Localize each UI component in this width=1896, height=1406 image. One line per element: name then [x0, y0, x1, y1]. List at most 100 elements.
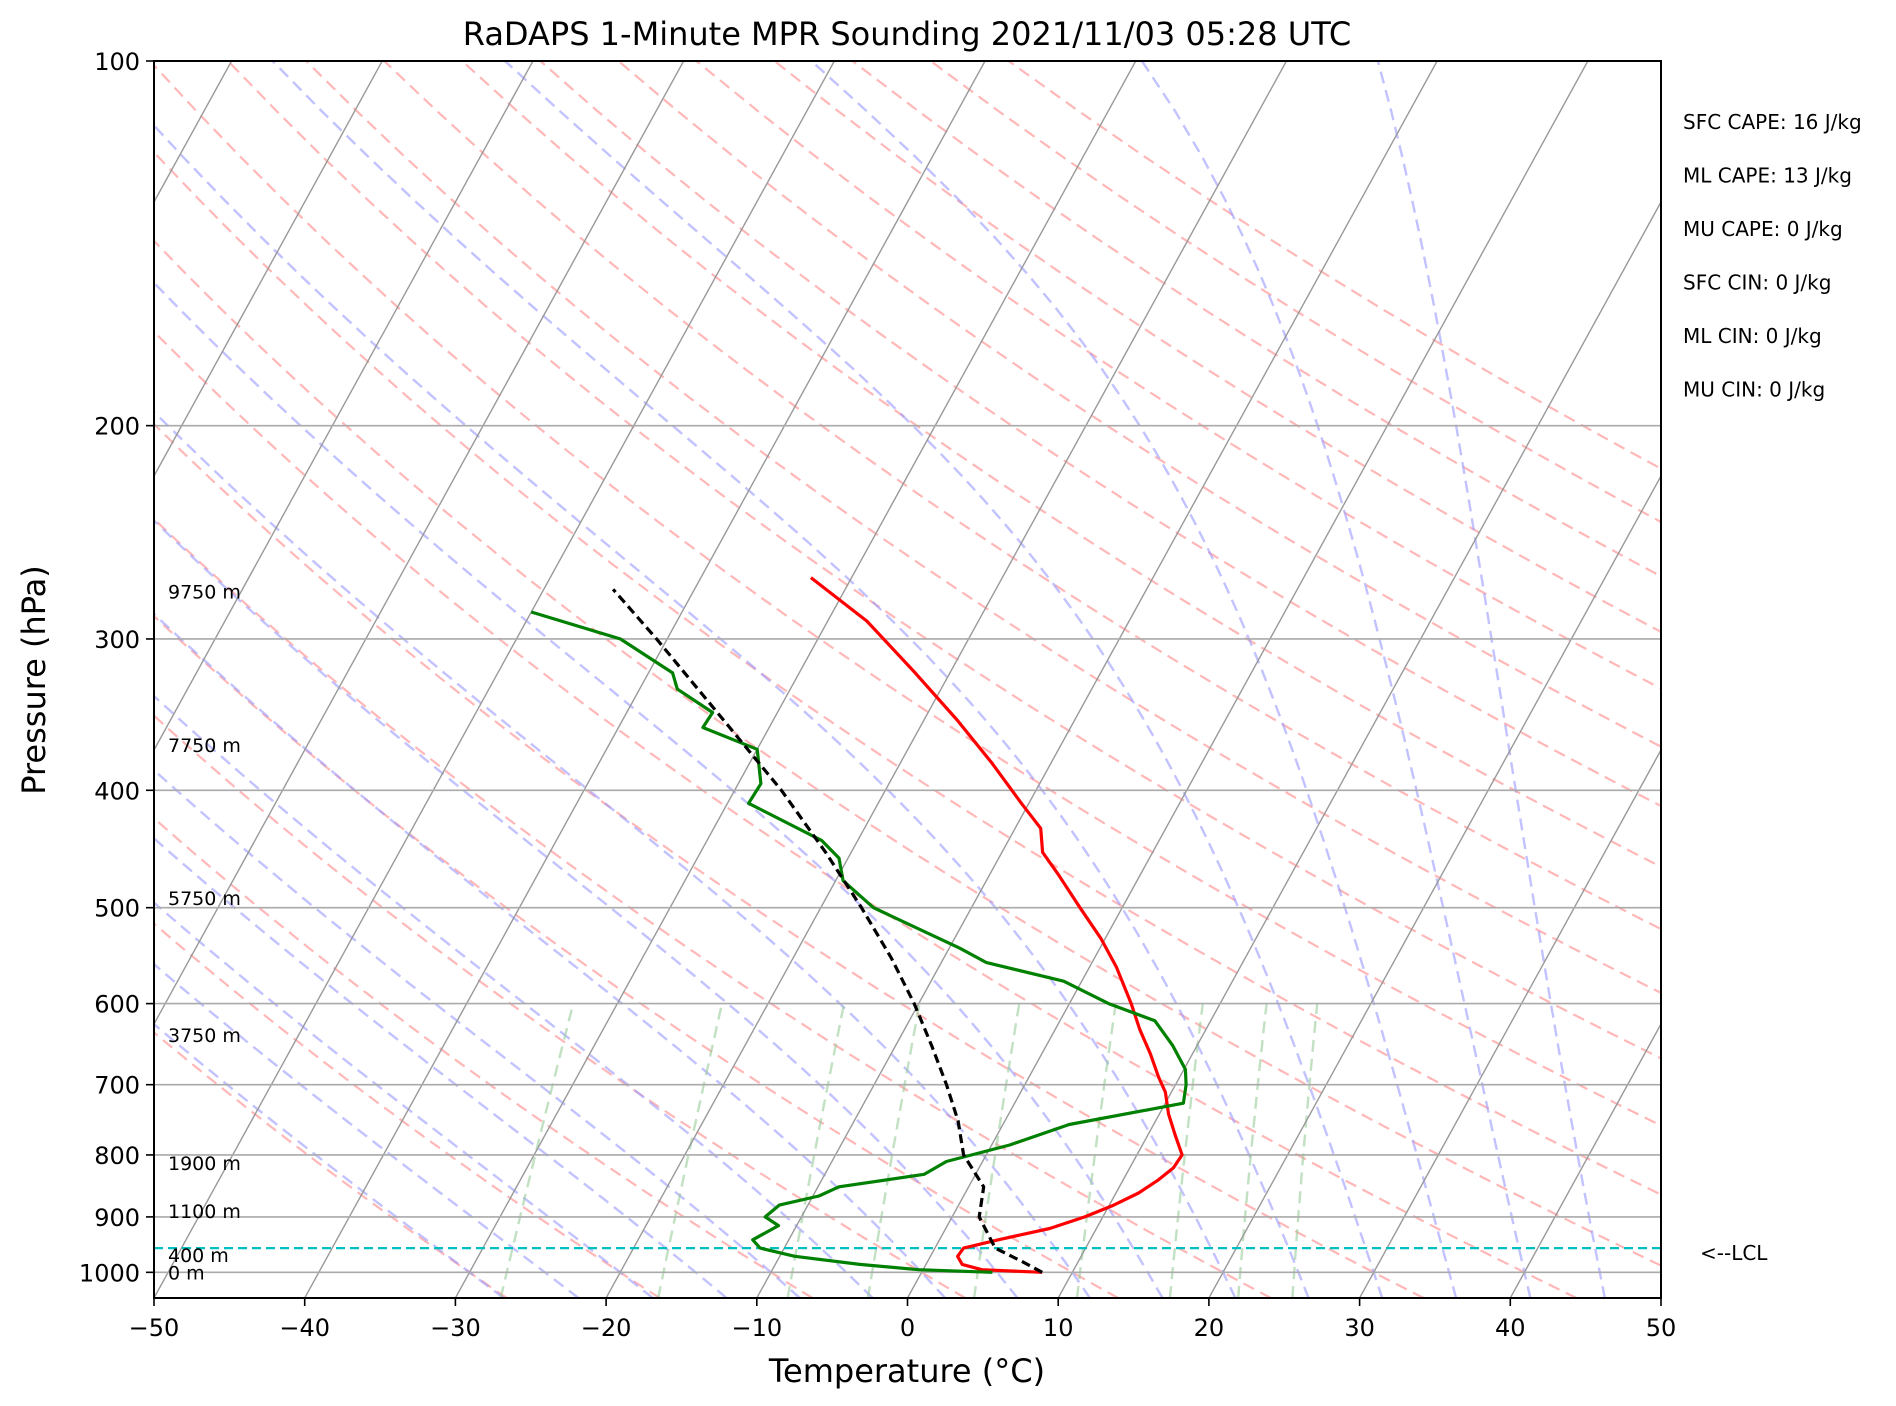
dry-adiabat: [154, 714, 966, 1298]
dry-adiabat: [383, 61, 1661, 931]
cape-cin-annotation: SFC CIN: 0 J/kg: [1683, 271, 1831, 295]
moist-adiabat: [504, 61, 1384, 1298]
isotherm-line: [1812, 61, 1896, 1298]
x-tick-label: −40: [279, 1314, 330, 1342]
height-label: 3750 m: [168, 1025, 241, 1047]
dewpoint-profile: [530, 610, 1188, 1274]
isotherm-line: [1660, 1296, 1661, 1298]
dry-adiabat: [929, 61, 1661, 524]
y-axis-label: Pressure (hPa): [15, 565, 53, 795]
x-axis-label: Temperature (°C): [768, 1352, 1045, 1390]
cape-cin-annotation: ML CIN: 0 J/kg: [1683, 324, 1822, 348]
isotherm-line: [1509, 1022, 1661, 1298]
moist-adiabat: [154, 612, 947, 1298]
isotherm-line: [154, 61, 534, 752]
moist-adiabat: [154, 962, 580, 1298]
moist-adiabat: [154, 901, 654, 1298]
x-tick-label: 20: [1194, 1314, 1225, 1342]
isotherm-line: [1208, 474, 1661, 1298]
isotherm-line: [304, 61, 986, 1298]
mixing-ratio-line: [1236, 1003, 1268, 1298]
cape-cin-annotation: MU CAPE: 0 J/kg: [1683, 217, 1843, 241]
dry-adiabat: [154, 422, 1425, 1298]
x-tick-label: 40: [1495, 1314, 1526, 1342]
moist-adiabat: [154, 518, 1019, 1298]
y-tick-label: 300: [94, 626, 140, 654]
isotherm-line: [154, 61, 685, 1026]
isotherm-line: [154, 61, 383, 478]
mixing-ratio-line: [1075, 1003, 1117, 1298]
x-tick-label: 50: [1646, 1314, 1677, 1342]
mixing-ratio-line: [1291, 1003, 1319, 1298]
isotherm-line: [1358, 748, 1661, 1298]
isotherm-line: [605, 61, 1288, 1298]
moist-adiabat: [154, 694, 874, 1298]
temperature-profile: [809, 576, 1184, 1274]
height-label: 1100 m: [168, 1201, 241, 1223]
mixing-ratio-line: [866, 1003, 921, 1298]
moist-adiabat: [154, 123, 1237, 1298]
y-tick-label: 800: [94, 1142, 140, 1170]
dry-adiabat: [154, 63, 1661, 1127]
dry-adiabat: [154, 517, 1272, 1298]
moist-adiabat: [154, 768, 801, 1298]
dry-adiabat: [154, 239, 1661, 1267]
mixing-ratio-line: [499, 1003, 575, 1298]
y-tick-label: 200: [94, 413, 140, 441]
height-label: 0 m: [168, 1262, 205, 1284]
isotherm-line: [454, 61, 1137, 1298]
x-tick-label: −20: [581, 1314, 632, 1342]
dry-adiabat: [227, 61, 1661, 1060]
mixing-ratio-line: [786, 1003, 846, 1298]
cape-cin-annotation: SFC CAPE: 16 J/kg: [1683, 110, 1862, 134]
dry-adiabat: [695, 61, 1661, 690]
dry-adiabat: [461, 61, 1661, 869]
isotherm-line: [906, 61, 1589, 1298]
y-tick-label: 1000: [79, 1259, 140, 1287]
plot-frame: [153, 60, 1662, 1299]
y-tick-label: 700: [94, 1072, 140, 1100]
height-label: 9750 m: [168, 581, 241, 603]
height-label: 5750 m: [168, 888, 241, 910]
x-tick-label: 0: [900, 1314, 915, 1342]
dry-adiabat: [773, 61, 1661, 634]
isotherm-line: [154, 61, 835, 1298]
y-tick-label: 900: [94, 1204, 140, 1232]
moist-adiabat: [154, 410, 1091, 1298]
mixing-ratio-line: [656, 1003, 724, 1298]
x-tick-label: 30: [1344, 1314, 1375, 1342]
chart-title: RaDAPS 1-Minute MPR Sounding 2021/11/03 …: [463, 15, 1351, 53]
cape-cin-annotation: ML CAPE: 13 J/kg: [1683, 164, 1852, 188]
lcl-label: <--LCL: [1700, 1241, 1768, 1265]
moist-adiabat: [154, 281, 1164, 1298]
isotherm-line: [1057, 200, 1661, 1298]
dry-adiabat: [154, 922, 661, 1298]
parcel-profile: [611, 588, 1043, 1274]
mixing-ratio-line: [972, 1003, 1021, 1298]
dry-adiabat: [154, 150, 1661, 1196]
x-tick-label: −50: [129, 1314, 180, 1342]
mixing-ratio-line: [1168, 1003, 1204, 1298]
cape-cin-annotation: MU CIN: 0 J/kg: [1683, 378, 1825, 402]
isotherm-line: [756, 61, 1438, 1298]
x-tick-label: −10: [731, 1314, 782, 1342]
x-tick-label: 10: [1043, 1314, 1074, 1342]
y-tick-label: 100: [94, 48, 140, 76]
y-tick-label: 400: [94, 777, 140, 805]
x-tick-label: −30: [430, 1314, 481, 1342]
dry-adiabat: [305, 61, 1661, 995]
dry-adiabat: [617, 61, 1661, 748]
height-label: 400 m: [168, 1245, 229, 1267]
moist-adiabat: [154, 836, 728, 1298]
y-tick-label: 500: [94, 895, 140, 923]
height-label: 7750 m: [168, 735, 241, 757]
moist-adiabat: [1376, 61, 1606, 1298]
y-tick-label: 600: [94, 991, 140, 1019]
moist-adiabat: [1140, 61, 1532, 1298]
height-label: 1900 m: [168, 1153, 241, 1175]
dry-adiabat: [851, 61, 1661, 578]
moist-adiabat: [810, 61, 1458, 1298]
moist-adiabat: [271, 61, 1310, 1298]
dry-adiabat: [154, 614, 1119, 1298]
